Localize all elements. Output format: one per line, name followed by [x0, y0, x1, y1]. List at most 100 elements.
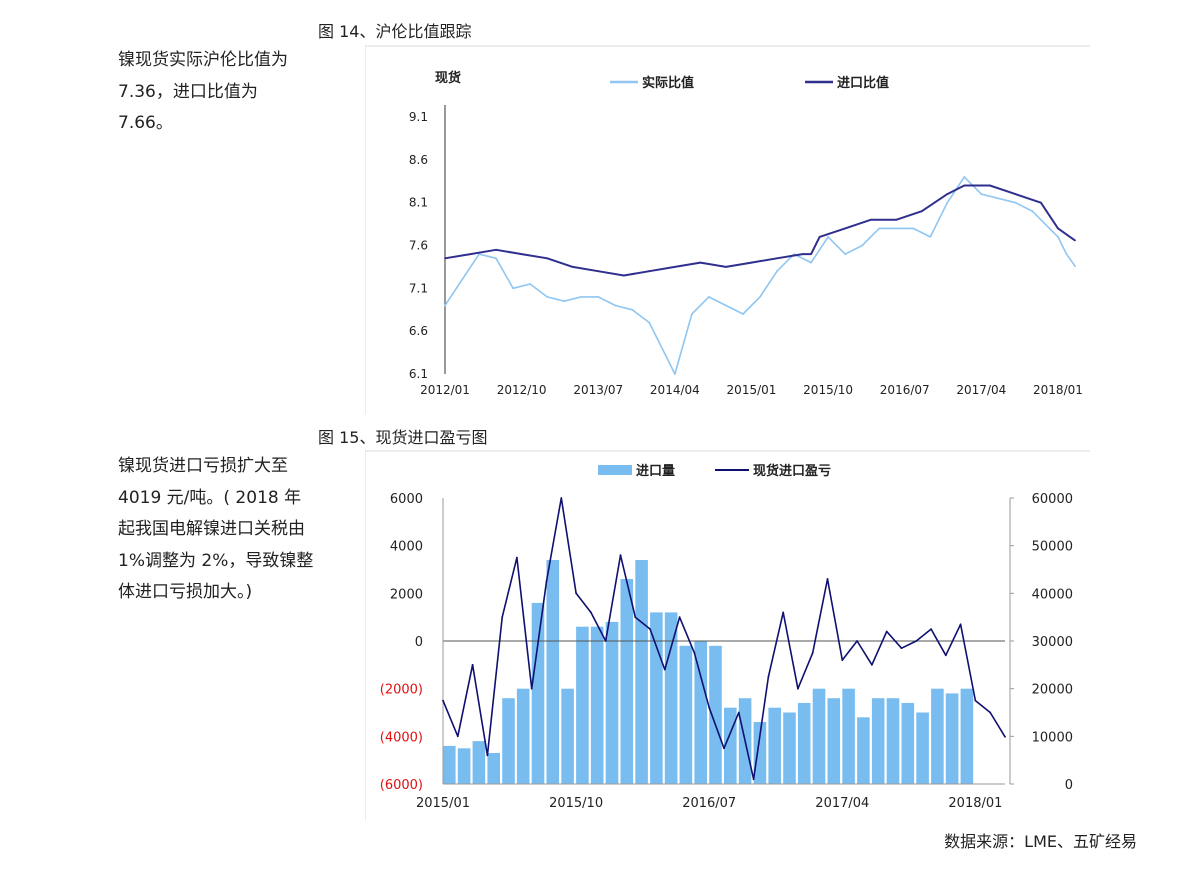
profit-loss-point — [663, 668, 666, 671]
data-point-s2 — [444, 257, 446, 260]
data-point-s2 — [674, 266, 676, 268]
profit-loss-point — [767, 675, 770, 678]
profit-loss-point — [989, 711, 992, 714]
legend-label-bars: 进口量 — [636, 464, 675, 479]
data-point-s2 — [920, 210, 923, 213]
profit-loss-point — [811, 652, 814, 654]
import-volume-bar — [502, 698, 515, 784]
profit-loss-point — [708, 706, 711, 709]
import-volume-bar — [531, 602, 545, 784]
profit-loss-point — [442, 699, 444, 702]
x-tick-label: 2012/10 — [497, 383, 547, 397]
profit-loss-point — [545, 580, 548, 583]
import-volume-bar — [546, 560, 560, 784]
profit-loss-point — [915, 640, 918, 642]
data-point-s1 — [742, 313, 744, 315]
profit-loss-point — [693, 652, 696, 654]
data-point-s1 — [963, 176, 966, 178]
x-tick-label: 2016/07 — [682, 796, 736, 811]
right-y-tick-label: 40000 — [1032, 587, 1073, 602]
data-point-s2 — [963, 184, 966, 187]
left-y-tick-label: 0 — [415, 635, 423, 650]
import-volume-bar — [487, 753, 500, 784]
legend-swatch-bars — [598, 465, 632, 475]
import-volume-bar — [768, 707, 781, 784]
left-y-tick-label: 2000 — [390, 587, 423, 602]
profit-loss-point — [560, 497, 563, 499]
data-point-s1 — [1057, 236, 1059, 238]
profit-loss-point — [634, 616, 637, 619]
import-volume-bar — [931, 688, 944, 784]
series-line-1 — [444, 176, 1076, 375]
x-tick-label: 2013/07 — [573, 383, 623, 397]
profit-loss-point — [590, 611, 592, 614]
x-tick-label: 2014/04 — [650, 383, 700, 397]
y-tick-label: 6.1 — [409, 367, 428, 381]
series-line-2 — [444, 184, 1076, 277]
import-volume-bar — [590, 626, 604, 784]
data-point-s2 — [869, 218, 872, 221]
import-volume-bar — [472, 741, 486, 784]
x-tick-label: 2017/04 — [956, 383, 1006, 397]
data-point-s1 — [1048, 227, 1051, 230]
right-y-tick-label: 20000 — [1032, 683, 1073, 698]
data-point-s1 — [997, 197, 1000, 200]
data-point-s2 — [818, 236, 821, 238]
import-volume-bar — [679, 645, 693, 784]
data-point-s2 — [801, 253, 804, 256]
profit-loss-point — [456, 735, 459, 738]
profit-loss-point — [841, 659, 844, 661]
import-volume-bar — [664, 612, 678, 784]
import-volume-bar — [605, 621, 619, 784]
profit-loss-point — [974, 699, 977, 702]
data-point-s2 — [622, 274, 625, 277]
data-point-s1 — [929, 236, 932, 238]
legend-label-1: 实际比值 — [642, 75, 694, 91]
right-y-tick-label: 30000 — [1032, 635, 1073, 650]
profit-loss-point — [649, 628, 651, 630]
profit-loss-point — [486, 754, 489, 757]
x-tick-label: 2015/10 — [803, 383, 853, 397]
data-point-s1 — [708, 296, 710, 298]
y-tick-label: 8.1 — [409, 196, 428, 210]
data-point-s1 — [946, 201, 949, 204]
right-y-tick-label: 0 — [1065, 778, 1073, 793]
profit-loss-point — [575, 592, 577, 595]
left-y-tick-label: (4000) — [380, 730, 423, 745]
import-volume-bar — [724, 707, 737, 784]
profit-loss-point — [944, 654, 947, 657]
data-point-s1 — [563, 300, 566, 303]
x-tick-label: 2018/01 — [948, 796, 1002, 811]
import-volume-bar — [753, 722, 767, 784]
data-point-s2 — [520, 253, 523, 256]
import-volume-bar — [516, 688, 530, 784]
x-tick-label: 2015/10 — [549, 796, 603, 811]
figure-15-note: 镍现货进口亏损扩大至 4019 元/吨。( 2018 年起我国电解镍进口关税由 … — [118, 456, 314, 602]
y-tick-label: 9.1 — [409, 110, 428, 124]
data-point-s2 — [469, 253, 472, 256]
data-point-s2 — [597, 270, 600, 273]
import-volume-bar — [945, 693, 959, 784]
data-point-s2 — [571, 266, 574, 268]
data-point-s2 — [1074, 239, 1076, 242]
data-point-s1 — [827, 236, 829, 238]
unit-label: 现货 — [435, 70, 461, 86]
x-tick-label: 2015/01 — [416, 796, 470, 811]
data-point-s1 — [1074, 265, 1076, 267]
data-point-s1 — [878, 227, 881, 230]
profit-loss-point — [900, 647, 903, 650]
data-point-s1 — [648, 321, 651, 324]
data-point-s2 — [1040, 201, 1042, 204]
figure-14-note: 镍现货实际沪伦比值为 7.36，进口比值为 7.66。 — [118, 50, 288, 133]
data-point-s2 — [946, 193, 949, 196]
import-volume-bar — [842, 688, 855, 784]
import-volume-bar — [457, 748, 471, 785]
profit-loss-point — [871, 663, 873, 666]
data-point-s1 — [912, 227, 915, 230]
y-tick-label: 7.6 — [409, 239, 428, 253]
right-y-tick-label: 60000 — [1032, 492, 1073, 507]
data-point-s1 — [725, 304, 727, 307]
data-point-s1 — [512, 287, 514, 290]
profit-loss-point — [752, 778, 755, 781]
import-volume-bar — [886, 698, 900, 784]
